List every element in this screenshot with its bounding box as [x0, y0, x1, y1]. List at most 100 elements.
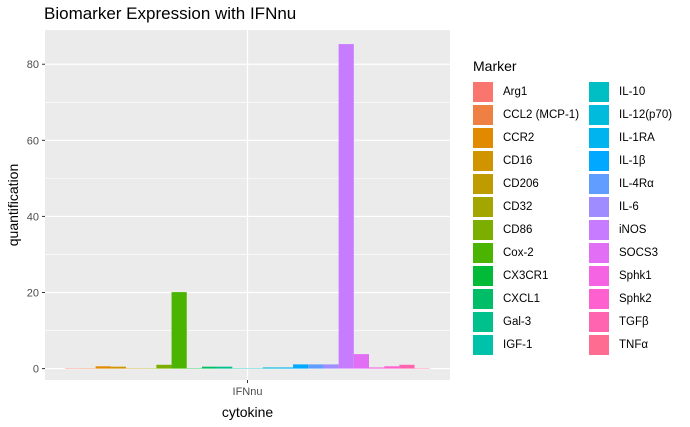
grid-lines	[45, 30, 450, 380]
bar	[384, 366, 400, 369]
legend-key	[589, 312, 609, 332]
legend-item: CXCL1	[473, 289, 540, 309]
legend-label: iNOS	[619, 224, 647, 236]
legend-key	[589, 197, 609, 217]
bar	[338, 44, 354, 369]
legend-label: IL-4Rα	[619, 178, 654, 190]
legend-key	[473, 335, 493, 355]
bar	[323, 364, 339, 369]
legend-key	[473, 266, 493, 286]
legend-key	[473, 197, 493, 217]
legend-item: CD32	[473, 197, 532, 217]
legend-key	[589, 289, 609, 309]
x-tick-label: IFNnu	[233, 386, 263, 398]
legend-key	[589, 335, 609, 355]
bars	[65, 44, 430, 369]
legend-item: CD86	[473, 220, 532, 240]
legend-item: SOCS3	[589, 243, 658, 263]
legend-label: CCL2 (MCP-1)	[503, 109, 580, 121]
y-tick-label: 20	[27, 288, 39, 300]
legend-label: CD16	[503, 155, 533, 167]
legend-item: Gal-3	[473, 312, 531, 332]
bar	[171, 292, 187, 369]
y-tick-label: 80	[27, 59, 39, 71]
legend-item: TGFβ	[589, 312, 649, 332]
legend-key	[589, 128, 609, 148]
legend-label: IL-12(p70)	[619, 109, 673, 121]
legend-item: CX3CR1	[473, 266, 548, 286]
legend-key	[473, 174, 493, 194]
axes: 0 20 40 60 80 IFNnu	[27, 59, 263, 398]
legend-label: IL-1β	[619, 155, 646, 167]
legend-item: IL-12(p70)	[589, 105, 672, 125]
y-tick-label: 0	[33, 364, 39, 376]
legend-label: IL-1RA	[619, 132, 655, 144]
bar	[277, 367, 294, 369]
legend-item: IL-4Rα	[589, 174, 654, 194]
legend-key	[473, 151, 493, 171]
y-axis-title: quantification	[5, 164, 21, 247]
legend-item: CCL2 (MCP-1)	[473, 105, 579, 125]
legend-label: IL-6	[619, 201, 639, 213]
legend-label: TNFα	[619, 339, 649, 351]
bar	[262, 367, 278, 369]
bar	[353, 354, 369, 369]
legend-item: TNFα	[589, 335, 648, 355]
legend-label: CD86	[503, 224, 533, 236]
bar	[110, 366, 126, 369]
legend-key	[473, 105, 493, 125]
bar	[201, 366, 218, 369]
legend-label: CD206	[503, 178, 539, 190]
legend-item: Arg1	[473, 82, 527, 102]
legend-label: Sphk2	[619, 293, 652, 305]
legend-label: CX3CR1	[503, 270, 549, 282]
bar	[308, 364, 324, 369]
legend-item: IL-10	[589, 82, 645, 102]
chart-title: Biomarker Expression with IFNnu	[44, 4, 297, 23]
legend-label: CCR2	[503, 132, 535, 144]
legend-item: iNOS	[589, 220, 646, 240]
legend-label: Cox-2	[503, 247, 534, 259]
legend-item: Sphk1	[589, 266, 652, 286]
legend-item: IL-1RA	[589, 128, 655, 148]
legend-key	[473, 128, 493, 148]
y-tick-label: 60	[27, 135, 39, 147]
legend-label: Sphk1	[619, 270, 652, 282]
bar	[217, 366, 233, 369]
legend-key	[473, 220, 493, 240]
legend-title: Marker	[473, 58, 517, 74]
legend-key	[589, 266, 609, 286]
legend-key	[473, 312, 493, 332]
legend-item: Cox-2	[473, 243, 534, 263]
y-tick-label: 40	[27, 211, 39, 223]
bar	[399, 364, 415, 369]
legend-key	[589, 174, 609, 194]
legend-label: Gal-3	[503, 316, 532, 328]
legend-label: IGF-1	[503, 339, 533, 351]
legend-key	[473, 82, 493, 102]
x-axis-title: cytokine	[222, 404, 274, 420]
legend-item: CCR2	[473, 128, 534, 148]
legend-label: CD32	[503, 201, 533, 213]
legend-key	[589, 243, 609, 263]
bar	[95, 366, 111, 369]
legend-key	[589, 151, 609, 171]
legend-label: CXCL1	[503, 293, 541, 305]
legend-key	[589, 220, 609, 240]
legend-key	[589, 105, 609, 125]
legend-key	[589, 82, 609, 102]
legend-item: IGF-1	[473, 335, 532, 355]
bar	[293, 364, 309, 369]
bar	[156, 364, 172, 369]
legend-key	[473, 243, 493, 263]
legend-label: Arg1	[503, 86, 528, 98]
legend-item: CD16	[473, 151, 532, 171]
legend-item: IL-6	[589, 197, 639, 217]
legend-key	[473, 289, 493, 309]
legend-label: SOCS3	[619, 247, 658, 259]
legend-item: CD206	[473, 174, 539, 194]
legend-item: Sphk2	[589, 289, 652, 309]
legend-label: TGFβ	[619, 316, 649, 328]
legend-label: IL-10	[619, 86, 646, 98]
